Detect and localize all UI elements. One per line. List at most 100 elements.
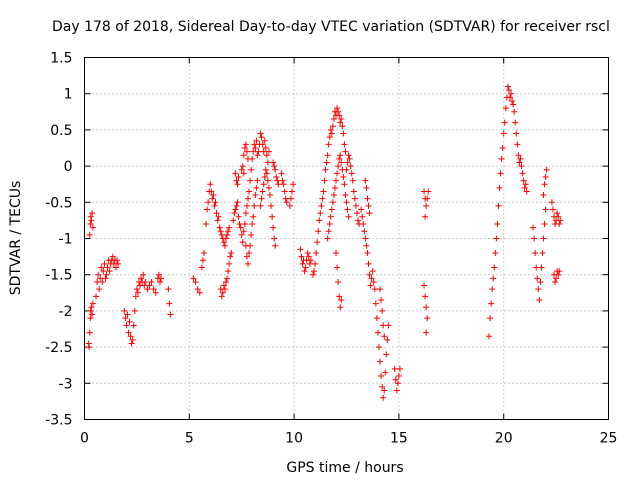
y-tick-label: -2 xyxy=(59,304,73,320)
data-point xyxy=(358,206,365,213)
data-point xyxy=(272,166,279,173)
data-point xyxy=(352,202,359,209)
data-point xyxy=(261,173,268,180)
data-point xyxy=(124,311,131,318)
data-point xyxy=(497,170,504,177)
data-point xyxy=(265,148,272,155)
data-point xyxy=(328,130,335,137)
data-point xyxy=(251,141,258,148)
data-point xyxy=(258,134,265,141)
y-tick-label: 0.5 xyxy=(50,123,72,139)
data-point xyxy=(359,213,366,220)
data-point xyxy=(246,249,253,256)
data-point xyxy=(274,177,281,184)
data-point xyxy=(516,159,523,166)
data-point xyxy=(337,304,344,311)
y-tick-label: -2.5 xyxy=(45,340,72,356)
data-point xyxy=(556,221,563,228)
data-point xyxy=(210,192,217,199)
data-point xyxy=(238,166,245,173)
data-point xyxy=(337,119,344,126)
data-point xyxy=(225,268,232,275)
data-point xyxy=(132,293,139,300)
data-point xyxy=(365,260,372,267)
data-point xyxy=(490,275,497,282)
data-point xyxy=(87,307,94,314)
data-point xyxy=(328,206,335,213)
data-point xyxy=(555,271,562,278)
data-point xyxy=(309,271,316,278)
data-point xyxy=(336,112,343,119)
data-points xyxy=(85,83,564,401)
data-point xyxy=(269,213,276,220)
data-point xyxy=(94,278,101,285)
data-point xyxy=(381,387,388,394)
data-point xyxy=(290,181,297,188)
data-point xyxy=(367,282,374,289)
data-point xyxy=(320,188,327,195)
data-point xyxy=(307,257,314,264)
data-point xyxy=(244,155,251,162)
data-point xyxy=(299,260,306,267)
data-point xyxy=(423,202,430,209)
data-point xyxy=(336,155,343,162)
data-point xyxy=(255,148,262,155)
data-point xyxy=(510,101,517,108)
data-point xyxy=(266,192,273,199)
data-point xyxy=(239,239,246,246)
data-point xyxy=(330,192,337,199)
data-point xyxy=(312,260,319,267)
data-point xyxy=(194,286,201,293)
data-point xyxy=(486,333,493,340)
data-point xyxy=(228,249,235,256)
data-point xyxy=(541,221,548,228)
data-point xyxy=(211,202,218,209)
data-point xyxy=(218,293,225,300)
data-point xyxy=(549,206,556,213)
data-point xyxy=(327,213,334,220)
data-point xyxy=(489,286,496,293)
data-point xyxy=(342,148,349,155)
data-point xyxy=(539,249,546,256)
data-point xyxy=(242,141,249,148)
data-point xyxy=(353,210,360,217)
data-point xyxy=(158,275,165,282)
data-point xyxy=(318,202,325,209)
data-point xyxy=(369,268,376,275)
data-point xyxy=(246,188,253,195)
data-point xyxy=(515,152,522,159)
data-point xyxy=(337,152,344,159)
chart-title: Day 178 of 2018, Sidereal Day-to-day VTE… xyxy=(52,19,610,35)
data-point xyxy=(555,213,562,220)
data-point xyxy=(232,170,239,177)
data-point xyxy=(126,318,133,325)
data-point xyxy=(305,253,312,260)
data-point xyxy=(333,249,340,256)
data-point xyxy=(215,213,222,220)
data-point xyxy=(345,152,352,159)
data-point xyxy=(313,249,320,256)
data-point xyxy=(520,177,527,184)
data-point xyxy=(336,293,343,300)
data-point xyxy=(331,184,338,191)
data-point xyxy=(542,173,549,180)
data-point xyxy=(504,83,511,90)
data-point xyxy=(493,235,500,242)
data-point xyxy=(501,119,508,126)
x-tick-label: 25 xyxy=(600,431,618,447)
data-point xyxy=(248,166,255,173)
data-point xyxy=(254,177,261,184)
data-point xyxy=(538,264,545,271)
data-point xyxy=(96,286,103,293)
x-tick-label: 5 xyxy=(185,431,194,447)
data-point xyxy=(87,221,94,228)
data-point xyxy=(232,206,239,213)
data-point xyxy=(244,260,251,267)
data-point xyxy=(556,268,563,275)
data-point xyxy=(495,202,502,209)
data-point xyxy=(319,195,326,202)
data-point xyxy=(335,108,342,115)
data-point xyxy=(286,202,293,209)
data-point xyxy=(302,264,309,271)
